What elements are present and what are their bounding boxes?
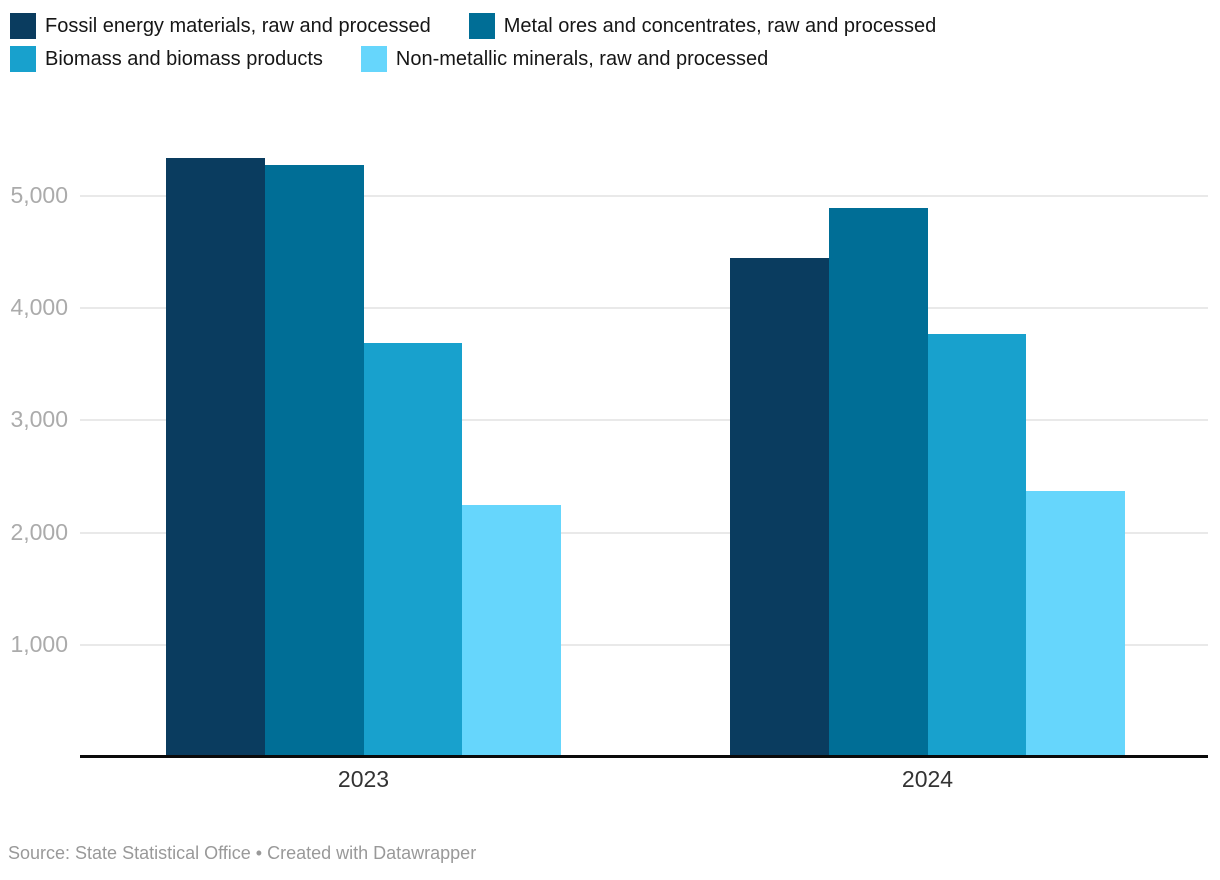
- y-axis-tick-label: 1,000: [10, 630, 68, 657]
- legend-item: Metal ores and concentrates, raw and pro…: [468, 13, 937, 39]
- gridline: [80, 307, 1208, 310]
- legend-label: Metal ores and concentrates, raw and pro…: [503, 15, 937, 37]
- bar-2023-series3[interactable]: [363, 342, 463, 757]
- x-axis-baseline: [80, 755, 1208, 758]
- legend-label: Non-metallic minerals, raw and processed: [395, 48, 769, 70]
- gridline: [80, 531, 1208, 534]
- legend-row: Biomass and biomass products Non-metallic…: [10, 46, 936, 72]
- bar-2023-series2[interactable]: [264, 164, 364, 757]
- legend-swatch: [360, 46, 387, 72]
- legend-item: Non-metallic minerals, raw and processed: [360, 46, 769, 72]
- y-axis-tick-label: 3,000: [10, 406, 68, 433]
- y-axis-tick-label: 4,000: [10, 294, 68, 321]
- legend-swatch: [10, 46, 36, 72]
- bar-2023-series1[interactable]: [166, 157, 265, 757]
- legend-item: Biomass and biomass products: [10, 46, 323, 72]
- bar-2024-series2[interactable]: [828, 208, 928, 757]
- x-axis-category-label: 2024: [901, 766, 954, 792]
- legend-swatch: [468, 13, 495, 39]
- gridline: [80, 643, 1208, 646]
- legend-label: Fossil energy materials, raw and process…: [45, 15, 431, 37]
- gridline: [80, 195, 1208, 197]
- bar-2024-series1[interactable]: [730, 257, 829, 757]
- y-axis-tick-label: 2,000: [10, 518, 68, 545]
- bar-2023-series4[interactable]: [462, 504, 561, 757]
- gridline: [80, 419, 1208, 422]
- bar-2024-series3[interactable]: [927, 334, 1027, 757]
- bar-2024-series4[interactable]: [1026, 491, 1125, 757]
- legend-row: Fossil energy materials, raw and process…: [10, 13, 936, 39]
- legend-item: Fossil energy materials, raw and process…: [10, 13, 431, 39]
- chart-legend: Fossil energy materials, raw and process…: [10, 13, 936, 79]
- legend-swatch: [10, 13, 36, 39]
- source-line: Source: State Statistical Office • Creat…: [8, 843, 477, 863]
- y-axis-tick-label: 5,000: [10, 182, 68, 208]
- legend-label: Biomass and biomass products: [45, 48, 323, 70]
- x-axis-category-label: 2023: [337, 766, 390, 792]
